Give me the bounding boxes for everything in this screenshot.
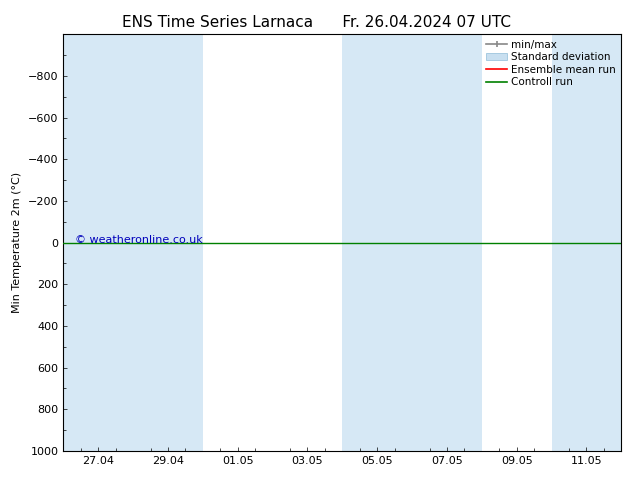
Bar	[552, 34, 621, 451]
Bar	[63, 34, 133, 451]
Y-axis label: Min Temperature 2m (°C): Min Temperature 2m (°C)	[13, 172, 22, 313]
Legend: min/max, Standard deviation, Ensemble mean run, Controll run: min/max, Standard deviation, Ensemble me…	[484, 37, 618, 89]
Text: © weatheronline.co.uk: © weatheronline.co.uk	[75, 236, 202, 245]
Bar	[412, 34, 482, 451]
Bar	[342, 34, 412, 451]
Bar	[133, 34, 203, 451]
Text: ENS Time Series Larnaca      Fr. 26.04.2024 07 UTC: ENS Time Series Larnaca Fr. 26.04.2024 0…	[122, 15, 512, 30]
